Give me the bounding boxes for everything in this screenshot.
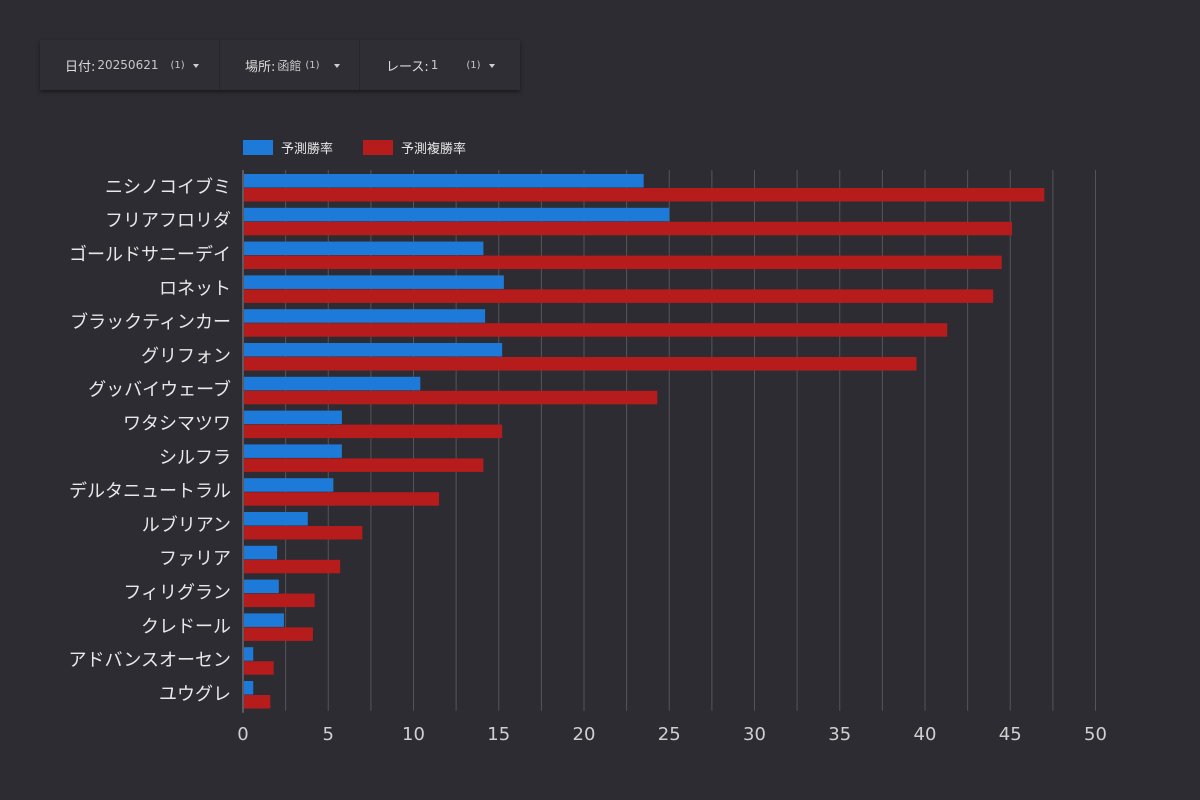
bar-place-rate xyxy=(244,221,1012,236)
filter-venue-label: 場所: xyxy=(245,59,276,75)
bar-win-rate xyxy=(244,376,421,391)
category-label: ニシノコイブミ xyxy=(105,176,231,198)
category-label: ロネット xyxy=(159,278,231,299)
legend-swatch xyxy=(363,140,393,155)
bar-place-rate xyxy=(244,390,658,405)
legend-label: 予測勝率 xyxy=(281,141,333,157)
bar-place-rate xyxy=(244,526,363,540)
bar-place-rate xyxy=(244,559,341,574)
filter-bar: 日付: 20250621 (1) 場所: 函館 (1) レース: 1 (1) xyxy=(40,40,520,90)
bar-win-rate xyxy=(244,174,644,188)
bar-place-rate xyxy=(244,424,503,439)
bar-place-rate xyxy=(244,188,1045,202)
category-label: ユウグレ xyxy=(159,684,231,705)
bar-win-rate xyxy=(244,207,670,222)
bar-place-rate xyxy=(244,627,313,641)
x-tick-label: 0 xyxy=(237,724,248,745)
filter-race-count: (1) xyxy=(466,59,481,71)
category-label: グッバイウェーブ xyxy=(88,379,231,401)
category-label: グリフォン xyxy=(141,346,231,367)
x-tick-label: 5 xyxy=(323,724,334,745)
category-label: ゴールドサニーデイ xyxy=(69,245,231,266)
x-tick-label: 35 xyxy=(828,724,851,745)
bar-win-rate xyxy=(244,681,254,695)
category-label: ブラックティンカー xyxy=(70,311,231,333)
category-label: ワタシマツワ xyxy=(123,414,231,435)
x-tick-label: 10 xyxy=(402,724,425,745)
filter-race-label: レース: xyxy=(386,59,429,75)
x-tick-label: 50 xyxy=(1084,724,1107,745)
bar-win-rate xyxy=(244,613,284,627)
bar-win-rate xyxy=(244,512,308,526)
caret-down-icon xyxy=(192,63,199,68)
caret-down-icon xyxy=(488,63,495,68)
caret-down-icon xyxy=(333,63,340,68)
x-tick-label: 20 xyxy=(573,724,596,745)
bar-win-rate xyxy=(244,241,484,256)
filter-venue-count: (1) xyxy=(305,59,320,71)
bar-win-rate xyxy=(244,579,279,594)
bar-win-rate xyxy=(244,478,334,492)
bar-place-rate xyxy=(244,695,271,709)
bar-place-rate xyxy=(244,593,315,608)
bar-place-rate xyxy=(244,492,440,506)
bar-win-rate xyxy=(244,275,504,289)
bar-win-rate xyxy=(244,410,342,425)
filter-race-value: 1 xyxy=(430,58,439,72)
category-label: アドバンスオーセン xyxy=(68,650,231,671)
filter-race[interactable]: レース: 1 (1) xyxy=(360,40,520,90)
legend-label: 予測複勝率 xyxy=(401,141,466,157)
bar-win-rate xyxy=(244,444,342,458)
filter-date-count: (1) xyxy=(170,59,185,71)
bar-win-rate xyxy=(244,647,254,661)
bar-win-rate xyxy=(244,309,486,323)
category-label: フィリグラン xyxy=(123,583,231,604)
category-label: クレドール xyxy=(141,616,231,637)
bar-place-rate xyxy=(244,255,1002,270)
category-label: ファリア xyxy=(159,549,231,570)
filter-date-value: 20250621 xyxy=(97,58,159,72)
category-label: フリアフロリダ xyxy=(105,211,231,232)
bar-place-rate xyxy=(244,357,917,371)
x-tick-label: 25 xyxy=(658,724,681,745)
x-tick-label: 40 xyxy=(914,724,937,745)
bar-win-rate xyxy=(244,545,278,560)
legend-swatch xyxy=(243,140,273,155)
bar-win-rate xyxy=(244,343,503,357)
filter-venue[interactable]: 場所: 函館 (1) xyxy=(220,40,360,90)
x-tick-label: 30 xyxy=(743,724,766,745)
x-tick-label: 45 xyxy=(999,724,1022,745)
category-label: ルブリアン xyxy=(142,514,231,536)
filter-date-label: 日付: xyxy=(65,59,96,75)
filter-date[interactable]: 日付: 20250621 (1) xyxy=(40,40,220,90)
bar-place-rate xyxy=(244,289,994,303)
bar-place-rate xyxy=(244,458,484,472)
bar-place-rate xyxy=(244,323,948,337)
filter-venue-value: 函館 xyxy=(277,58,302,73)
x-tick-label: 15 xyxy=(487,724,510,745)
bar-place-rate xyxy=(244,661,274,675)
category-label: デルタニュートラル xyxy=(69,481,231,502)
category-label: シルフラ xyxy=(159,447,231,468)
